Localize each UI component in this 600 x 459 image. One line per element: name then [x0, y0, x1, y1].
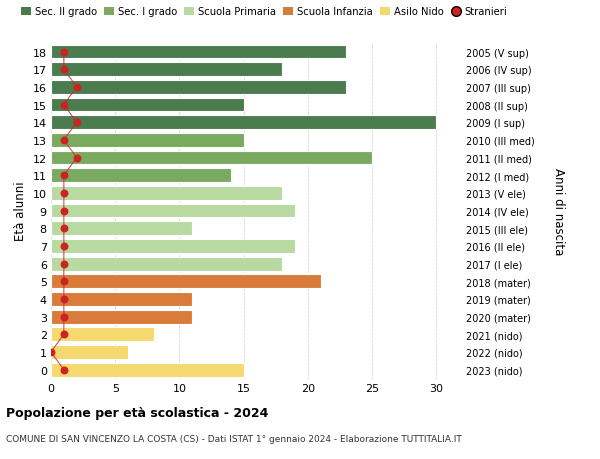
Point [59, 278, 68, 285]
Bar [51, 275, 321, 289]
Bar [51, 45, 346, 59]
Bar [51, 151, 372, 165]
Bar [51, 81, 346, 95]
Point [46, 348, 56, 356]
Bar [51, 204, 295, 218]
Bar [51, 292, 192, 306]
Bar [51, 98, 244, 112]
Point [59, 137, 68, 144]
Bar [51, 116, 436, 130]
Y-axis label: Anni di nascita: Anni di nascita [551, 168, 565, 255]
Text: Popolazione per età scolastica - 2024: Popolazione per età scolastica - 2024 [6, 406, 268, 419]
Legend: Sec. II grado, Sec. I grado, Scuola Primaria, Scuola Infanzia, Asilo Nido, Stran: Sec. II grado, Sec. I grado, Scuola Prim… [20, 7, 508, 17]
Bar [51, 310, 192, 324]
Point [59, 67, 68, 74]
Bar [51, 363, 244, 377]
Point [59, 207, 68, 215]
Bar [51, 240, 295, 253]
Bar [51, 63, 282, 77]
Point [59, 366, 68, 374]
Bar [51, 187, 282, 201]
Point [72, 155, 82, 162]
Point [72, 84, 82, 91]
Point [59, 296, 68, 303]
Point [59, 331, 68, 338]
Bar [51, 345, 128, 359]
Bar [51, 328, 154, 341]
Point [59, 49, 68, 56]
Bar [51, 222, 192, 235]
Y-axis label: Età alunni: Età alunni [14, 181, 27, 241]
Point [59, 225, 68, 232]
Point [59, 172, 68, 179]
Point [59, 190, 68, 197]
Point [59, 243, 68, 250]
Bar [51, 134, 244, 147]
Point [72, 119, 82, 127]
Point [59, 260, 68, 268]
Text: COMUNE DI SAN VINCENZO LA COSTA (CS) - Dati ISTAT 1° gennaio 2024 - Elaborazione: COMUNE DI SAN VINCENZO LA COSTA (CS) - D… [6, 434, 462, 443]
Point [59, 313, 68, 321]
Bar [51, 257, 282, 271]
Point [59, 101, 68, 109]
Bar [51, 169, 231, 183]
